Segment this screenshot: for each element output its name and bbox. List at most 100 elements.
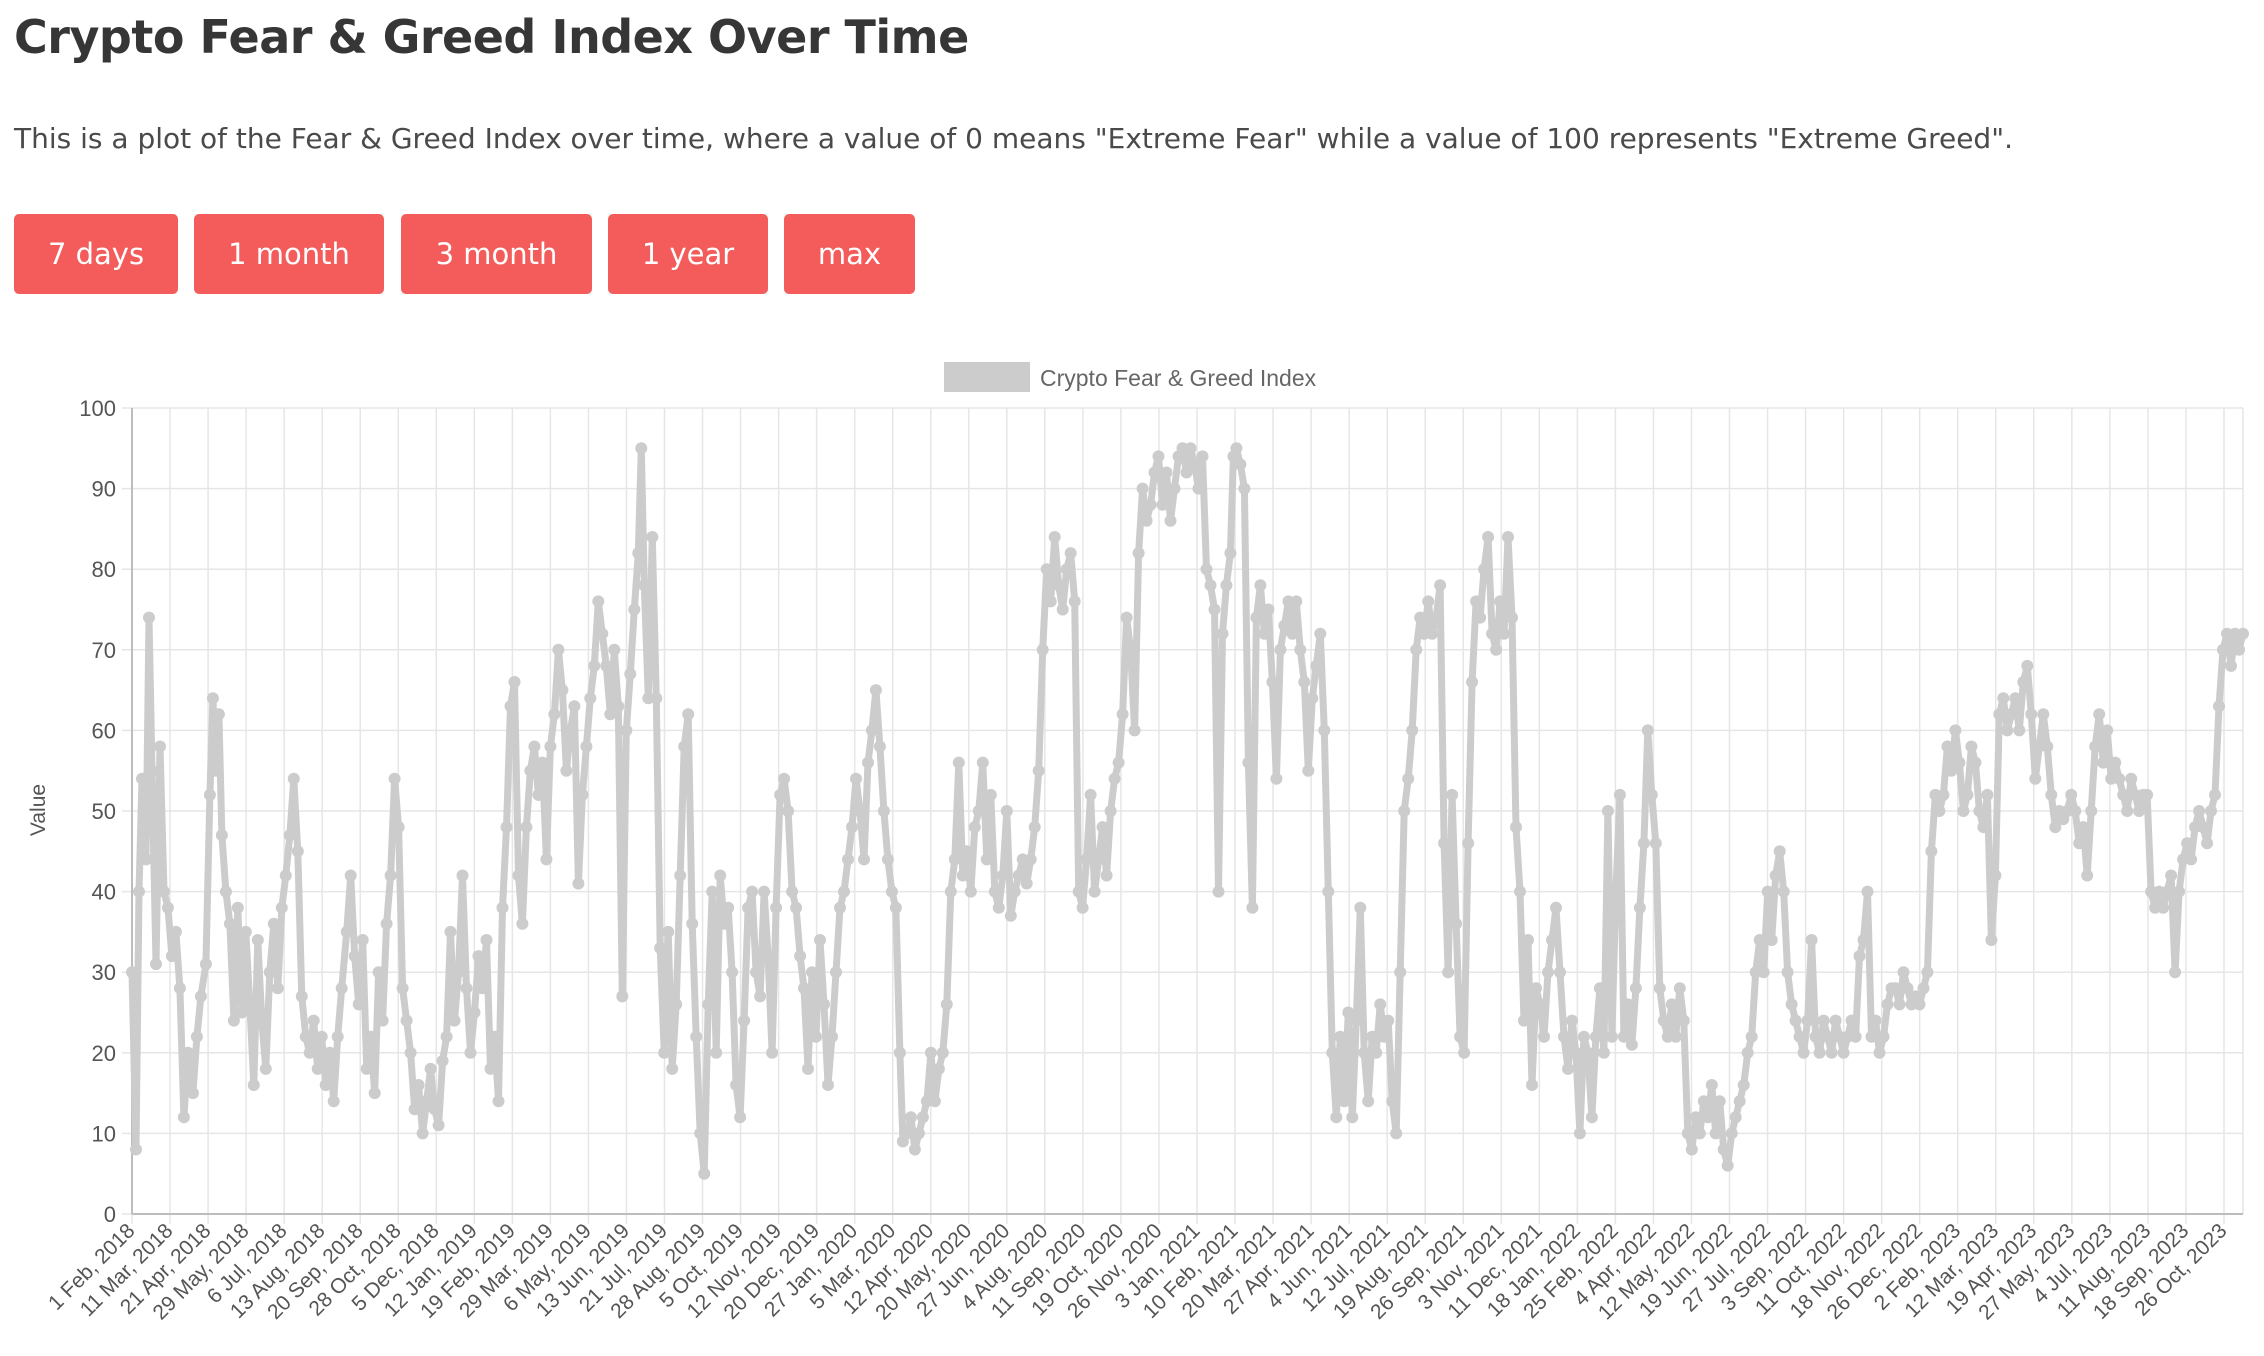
data-point[interactable] [830, 966, 842, 979]
data-point[interactable] [154, 740, 166, 753]
data-point[interactable] [1160, 466, 1173, 479]
data-point[interactable] [620, 724, 633, 737]
data-point[interactable] [646, 531, 659, 543]
data-point[interactable] [885, 885, 898, 898]
data-point[interactable] [750, 966, 763, 979]
data-point[interactable] [206, 692, 219, 705]
data-point[interactable] [456, 869, 469, 882]
range-max-button[interactable]: max [784, 214, 915, 294]
data-point[interactable] [818, 998, 830, 1011]
data-point[interactable] [150, 958, 162, 971]
data-point[interactable] [924, 1046, 937, 1059]
data-point[interactable] [143, 611, 155, 624]
data-point[interactable] [2029, 772, 2042, 785]
data-point[interactable] [287, 772, 300, 785]
data-point[interactable] [460, 982, 473, 995]
data-point[interactable] [1250, 611, 1263, 624]
data-point[interactable] [1933, 805, 1946, 817]
data-point[interactable] [1386, 1095, 1399, 1108]
data-point[interactable] [133, 885, 145, 898]
data-point[interactable] [352, 998, 365, 1011]
range-1-month-button[interactable]: 1 month [194, 214, 384, 294]
data-point[interactable] [1877, 1030, 1890, 1043]
data-point[interactable] [556, 684, 569, 697]
data-point[interactable] [968, 821, 981, 834]
data-point[interactable] [635, 442, 648, 455]
data-point[interactable] [1977, 821, 1990, 834]
data-point[interactable] [638, 579, 651, 592]
data-point[interactable] [2021, 659, 2034, 672]
data-point[interactable] [186, 1087, 199, 1100]
data-point[interactable] [247, 1079, 260, 1091]
data-point[interactable] [1048, 531, 1061, 543]
data-point[interactable] [1362, 1095, 1375, 1108]
data-point[interactable] [1861, 885, 1874, 898]
data-point[interactable] [1462, 837, 1475, 850]
data-point[interactable] [948, 853, 961, 866]
legend-swatch[interactable] [944, 362, 1030, 392]
data-point[interactable] [227, 1014, 240, 1027]
data-point[interactable] [1270, 772, 1283, 785]
data-point[interactable] [215, 829, 228, 842]
data-point[interactable] [1036, 643, 1049, 656]
data-point[interactable] [235, 1006, 248, 1019]
data-point[interactable] [1378, 1030, 1391, 1043]
data-point[interactable] [2165, 869, 2178, 882]
data-point[interactable] [295, 990, 308, 1003]
data-point[interactable] [508, 676, 521, 688]
data-point[interactable] [2025, 708, 2038, 721]
data-point[interactable] [1224, 547, 1237, 560]
data-point[interactable] [632, 547, 645, 560]
data-point[interactable] [1921, 966, 1934, 979]
data-point[interactable] [588, 659, 601, 672]
data-point[interactable] [291, 845, 304, 858]
data-point[interactable] [1032, 764, 1045, 777]
data-point[interactable] [1004, 909, 1017, 922]
data-point[interactable] [1068, 595, 1081, 608]
data-point[interactable] [1581, 1046, 1594, 1059]
data-point[interactable] [1681, 1127, 1694, 1140]
data-point[interactable] [1625, 1038, 1638, 1051]
data-point[interactable] [1044, 595, 1057, 608]
data-point[interactable] [992, 901, 1005, 914]
data-point[interactable] [1108, 772, 1121, 785]
data-point[interactable] [1482, 531, 1495, 543]
data-point[interactable] [2017, 676, 2030, 688]
data-point[interactable] [388, 772, 401, 785]
data-point[interactable] [873, 740, 886, 753]
data-point[interactable] [1829, 1014, 1842, 1027]
data-point[interactable] [2073, 837, 2086, 850]
data-point[interactable] [251, 934, 264, 946]
data-point[interactable] [722, 901, 735, 914]
data-point[interactable] [628, 603, 641, 616]
data-point[interactable] [177, 1111, 190, 1124]
data-point[interactable] [608, 643, 621, 656]
data-point[interactable] [1893, 998, 1906, 1011]
data-point[interactable] [1196, 450, 1209, 463]
data-point[interactable] [1262, 603, 1275, 616]
data-point[interactable] [428, 1103, 441, 1116]
data-point[interactable] [1546, 934, 1558, 946]
data-point[interactable] [1338, 1095, 1351, 1108]
data-point[interactable] [1617, 1030, 1630, 1043]
data-point[interactable] [1342, 1006, 1355, 1019]
data-point[interactable] [2117, 788, 2130, 801]
data-point[interactable] [1486, 627, 1499, 640]
data-point[interactable] [1490, 643, 1503, 656]
data-point[interactable] [1230, 442, 1243, 455]
data-point[interactable] [203, 788, 216, 801]
data-point[interactable] [1777, 885, 1790, 898]
data-point[interactable] [243, 998, 256, 1011]
data-point[interactable] [682, 708, 695, 721]
data-point[interactable] [1809, 1030, 1822, 1043]
data-point[interactable] [596, 627, 609, 640]
data-point[interactable] [1278, 619, 1291, 632]
data-point[interactable] [2205, 805, 2217, 817]
data-point[interactable] [2109, 756, 2122, 769]
data-point[interactable] [271, 982, 284, 995]
data-point[interactable] [548, 708, 561, 721]
data-point[interactable] [881, 853, 894, 866]
data-point[interactable] [1633, 901, 1646, 914]
data-point[interactable] [862, 756, 874, 769]
data-point[interactable] [1725, 1127, 1738, 1140]
